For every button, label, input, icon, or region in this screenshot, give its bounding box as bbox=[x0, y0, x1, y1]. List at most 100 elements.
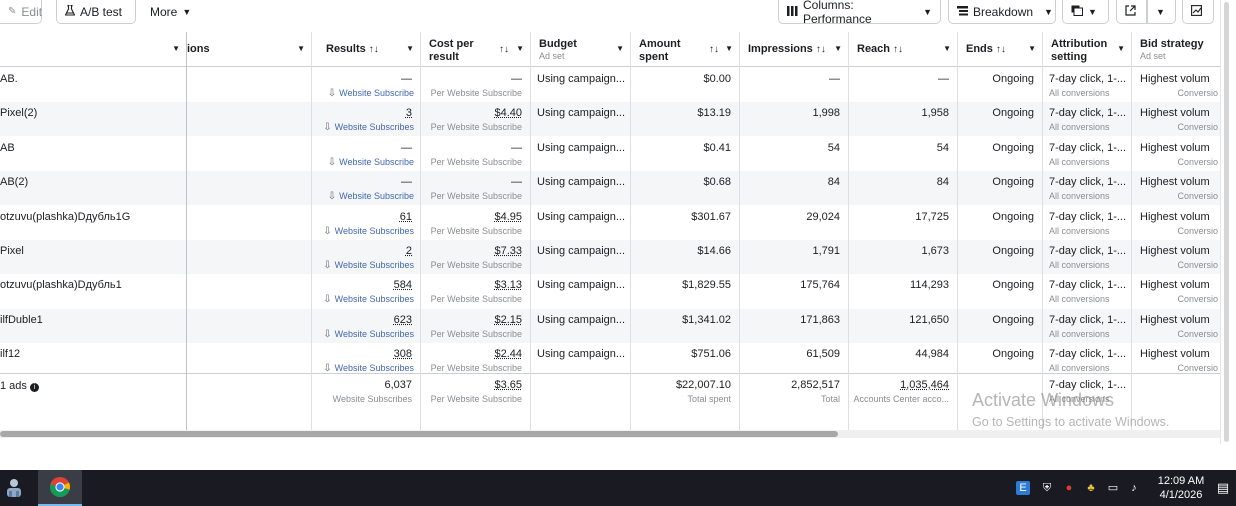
more-button[interactable]: More ▼ bbox=[142, 0, 204, 24]
export-menu-button[interactable]: ▼ bbox=[1147, 0, 1176, 24]
ad-name-cell[interactable]: Pixel bbox=[0, 240, 186, 274]
chevron-down-icon[interactable]: ▼ bbox=[616, 44, 624, 53]
column-header-name[interactable]: ▼ bbox=[0, 32, 186, 67]
user-icon[interactable] bbox=[0, 470, 28, 506]
ad-name[interactable]: ilf12 bbox=[0, 348, 21, 361]
ad-name-cell[interactable]: ilfDuble1 bbox=[0, 309, 186, 343]
reports-button[interactable]: ▼ bbox=[1062, 0, 1109, 24]
chevron-down-icon[interactable]: ▼ bbox=[297, 44, 305, 53]
ad-name-cell[interactable]: otzuvu(plashka)Dдубль1 bbox=[0, 274, 186, 308]
breakdown-button[interactable]: Breakdown ▼ bbox=[948, 0, 1056, 24]
chevron-down-icon[interactable]: ▼ bbox=[1028, 44, 1036, 53]
results-sub[interactable]: ⇩ Website Subscribes bbox=[323, 226, 414, 237]
ad-name[interactable]: Pixel(2) bbox=[0, 107, 38, 120]
results-sub-label[interactable]: Website Subscribe bbox=[339, 156, 414, 167]
table-row[interactable]: Pixel 2 ⇩ Website Subscribes $7.33 Per Websit… bbox=[0, 240, 1220, 274]
results-sub-label[interactable]: Website Subscribes bbox=[334, 294, 414, 305]
column-header-results[interactable]: Results ↑↓ ▼ bbox=[312, 32, 420, 67]
results-sub-label[interactable]: Website Subscribes bbox=[334, 260, 414, 270]
table-row[interactable]: otzuvu(plashka)Dдубль1G 61 ⇩ Website Subscr… bbox=[0, 206, 1220, 240]
ad-name[interactable]: otzuvu(plashka)Dдубль1 bbox=[0, 279, 122, 292]
results-sub[interactable]: ⇩ Website Subscribes bbox=[323, 260, 414, 271]
chevron-down-icon[interactable]: ▼ bbox=[516, 44, 524, 53]
results-sub[interactable]: ⇩ Website Subscribe bbox=[328, 191, 414, 202]
chevron-down-icon[interactable]: ▼ bbox=[1117, 44, 1125, 53]
chrome-icon[interactable] bbox=[38, 470, 82, 506]
results-sub-label[interactable]: Website Subscribe bbox=[339, 88, 414, 98]
columns-button[interactable]: Columns: Performance ▼ bbox=[778, 0, 941, 26]
column-header-cost-per-result[interactable]: Cost per result ↑↓ ▼ bbox=[421, 32, 530, 67]
watermark-subtitle: Go to Settings to activate Windows. bbox=[972, 415, 1170, 429]
results-sub[interactable]: ⇩ Website Subscribes bbox=[323, 329, 414, 340]
sort-icon[interactable]: ↑↓ bbox=[499, 44, 509, 55]
results-sub[interactable]: ⇩ Website Subscribe bbox=[328, 88, 414, 99]
sort-icon[interactable]: ↑↓ bbox=[995, 44, 1006, 55]
column-header-amount-spent[interactable]: Amount spent ↑↓ ▼ bbox=[631, 32, 739, 67]
column-header-attribution[interactable]: Attribution setting ▼ bbox=[1043, 32, 1131, 67]
bid-strategy-sub: Conversio bbox=[1177, 363, 1218, 374]
sort-icon[interactable]: ↑↓ bbox=[815, 44, 826, 55]
column-header-ends[interactable]: Ends ↑↓ ▼ bbox=[958, 32, 1042, 67]
ad-name-cell[interactable]: AB. bbox=[0, 68, 186, 102]
vertical-scrollbar[interactable] bbox=[1220, 0, 1236, 444]
ad-name-cell[interactable]: ilf12 bbox=[0, 343, 186, 377]
results-sub[interactable]: ⇩ Website Subscribe bbox=[328, 157, 414, 168]
sort-icon[interactable]: ↑↓ bbox=[368, 44, 379, 55]
network-icon[interactable]: ▭ bbox=[1107, 482, 1119, 494]
shield-icon[interactable]: ⛨ bbox=[1042, 482, 1052, 494]
column-header-reach[interactable]: Reach ↑↓ ▼ bbox=[849, 32, 957, 67]
results-sub-label[interactable]: Website Subscribes bbox=[334, 328, 414, 339]
tray-app-icon[interactable]: E bbox=[1016, 481, 1030, 495]
results-sub-label[interactable]: Website Subscribes bbox=[334, 225, 414, 236]
bid-strategy-cell: Highest volum Conversio bbox=[1132, 343, 1220, 377]
column-header-conversions[interactable]: ions ▼ bbox=[187, 32, 311, 67]
results-sub[interactable]: ⇩ Website Subscribes bbox=[323, 363, 414, 374]
ad-name-cell[interactable]: AB bbox=[0, 137, 186, 171]
scrollbar-thumb[interactable] bbox=[0, 431, 838, 437]
table-row[interactable]: AB — ⇩ Website Subscribe — Per Website Subscr… bbox=[0, 137, 1220, 171]
info-icon[interactable]: i bbox=[29, 383, 39, 392]
people-icon[interactable]: ♣ bbox=[1087, 482, 1095, 494]
results-sub-label[interactable]: Website Subscribes bbox=[334, 122, 414, 133]
scrollbar-thumb[interactable] bbox=[1224, 2, 1229, 442]
results-sub[interactable]: ⇩ Website Subscribes bbox=[323, 122, 414, 133]
ad-name[interactable]: AB(2) bbox=[0, 176, 29, 189]
table-row[interactable]: ilfDuble1 623 ⇩ Website Subscribes $2.15 Per … bbox=[0, 308, 1220, 343]
table-row[interactable]: otzuvu(plashka)Dдубль1 584 ⇩ Website Subscr… bbox=[0, 274, 1220, 308]
ad-name-cell[interactable]: otzuvu(plashka)Dдубль1G bbox=[0, 206, 186, 240]
chevron-down-icon[interactable]: ▼ bbox=[406, 44, 414, 53]
tray-red-icon[interactable]: ● bbox=[1065, 482, 1073, 494]
ad-name[interactable]: AB bbox=[0, 141, 15, 154]
ad-name[interactable]: AB. bbox=[0, 73, 18, 85]
chevron-down-icon[interactable]: ▼ bbox=[943, 44, 951, 53]
column-header-bid-strategy[interactable]: Bid strategy Ad set bbox=[1132, 32, 1220, 67]
ad-name-cell[interactable]: Pixel(2) bbox=[0, 102, 186, 136]
column-header-impressions[interactable]: Impressions ↑↓ ▼ bbox=[740, 32, 848, 67]
results-sub[interactable]: ⇩ Website Subscribes bbox=[323, 294, 414, 305]
volume-icon[interactable]: ♪ bbox=[1131, 482, 1137, 494]
results-sub-label[interactable]: Website Subscribe bbox=[339, 191, 414, 202]
chart-button[interactable] bbox=[1182, 0, 1214, 24]
taskbar-clock[interactable]: 12:09 AM 4/1/2026 bbox=[1150, 474, 1212, 502]
impressions-cell: 1,998 bbox=[740, 102, 848, 136]
edit-button[interactable]: ✎ Edit bbox=[0, 0, 42, 24]
table-row[interactable]: ilf12 308 ⇩ Website Subscribes $2.44 Per Webs… bbox=[0, 343, 1220, 377]
table-row[interactable]: AB(2) — ⇩ Website Subscribe — Per Website Sub… bbox=[0, 171, 1220, 206]
sort-icon[interactable]: ↑↓ bbox=[893, 44, 904, 55]
notification-icon[interactable]: ▤ bbox=[1216, 480, 1230, 495]
chevron-down-icon[interactable]: ▼ bbox=[834, 44, 842, 53]
table-row[interactable]: Pixel(2) 3 ⇩ Website Subscribes $4.40 Per Web… bbox=[0, 102, 1220, 137]
ad-name[interactable]: Pixel bbox=[0, 245, 24, 257]
horizontal-scrollbar[interactable] bbox=[0, 430, 1220, 438]
ad-name[interactable]: otzuvu(plashka)Dдубль1G bbox=[0, 210, 131, 223]
table-row[interactable]: AB. — ⇩ Website Subscribe — Per Website Subsc… bbox=[0, 68, 1220, 102]
results-sub-label[interactable]: Website Subscribes bbox=[334, 363, 414, 374]
chevron-down-icon[interactable]: ▼ bbox=[725, 44, 733, 53]
ab-test-button[interactable]: A/B test bbox=[56, 0, 136, 24]
ad-name-cell[interactable]: AB(2) bbox=[0, 171, 186, 205]
ad-name[interactable]: ilfDuble1 bbox=[0, 313, 43, 326]
sort-icon[interactable]: ↑↓ bbox=[709, 44, 719, 55]
export-button[interactable] bbox=[1116, 0, 1147, 24]
column-header-budget[interactable]: Budget Ad set ▼ bbox=[531, 32, 630, 67]
chevron-down-icon[interactable]: ▼ bbox=[172, 44, 180, 53]
